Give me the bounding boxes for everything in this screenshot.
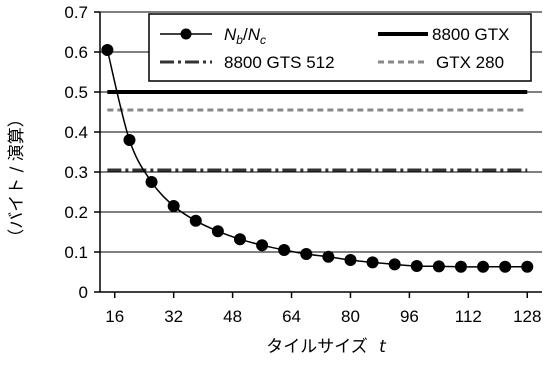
y-tick-label: 0.2 xyxy=(64,203,88,222)
legend-label-8800-gtx: 8800 GTX xyxy=(432,25,510,44)
reference-lines xyxy=(107,90,528,172)
data-point xyxy=(233,233,246,246)
data-point xyxy=(499,260,512,273)
y-tick-label: 0.6 xyxy=(64,43,88,62)
data-point xyxy=(322,250,335,263)
x-tick-label: 112 xyxy=(455,307,482,326)
x-tick-label: 96 xyxy=(400,307,419,326)
x-tick-label: 32 xyxy=(164,307,183,326)
y-axis-title: （バイト / 演算） xyxy=(7,110,27,246)
series-line-nb-nc xyxy=(106,49,528,268)
data-point xyxy=(432,260,445,273)
y-tick-labels: 0 0.1 0.2 0.3 0.4 0.5 0.6 0.7 xyxy=(64,3,88,302)
data-point xyxy=(454,260,467,273)
data-point xyxy=(344,254,357,266)
axes xyxy=(94,11,542,298)
legend-label-8800-gts-512: 8800 GTS 512 xyxy=(224,53,335,72)
y-tick-label: 0.3 xyxy=(64,163,88,182)
data-point xyxy=(256,239,269,252)
data-point xyxy=(211,225,224,238)
x-tick-label: 48 xyxy=(223,307,242,326)
legend-marker-nb-nc xyxy=(180,28,192,40)
data-point xyxy=(410,260,423,272)
data-point xyxy=(300,248,313,260)
y-tick-label: 0.7 xyxy=(64,3,88,22)
x-tick-label: 64 xyxy=(282,307,301,326)
x-axis-title: タイルサイズ t xyxy=(266,337,387,357)
y-tick-label: 0.5 xyxy=(64,83,88,102)
y-tick-label: 0.1 xyxy=(64,243,88,262)
x-tick-label: 16 xyxy=(105,307,124,326)
data-point xyxy=(189,214,202,227)
data-point xyxy=(167,200,180,212)
x-tick-labels: 16 32 48 64 80 96 112 128 xyxy=(105,307,541,326)
data-point xyxy=(477,260,490,273)
legend-box xyxy=(148,13,532,82)
x-tick-label: 128 xyxy=(513,307,541,326)
data-point xyxy=(521,260,534,273)
data-point xyxy=(388,258,401,271)
legend-label-nb-nc: Nb/Nc xyxy=(224,25,266,47)
data-point xyxy=(278,244,291,256)
x-axis-title-text: タイルサイズ xyxy=(266,337,368,357)
legend: Nb/Nc 8800 GTX 8800 GTS 512 GTX 280 xyxy=(148,13,532,82)
plot-series xyxy=(101,44,534,273)
legend-label-gtx-280: GTX 280 xyxy=(436,53,504,72)
data-point xyxy=(123,134,136,146)
data-point xyxy=(101,44,114,56)
data-point xyxy=(145,176,158,188)
data-point xyxy=(366,256,379,269)
x-tick-label: 80 xyxy=(341,307,360,326)
y-tick-label: 0.4 xyxy=(64,123,88,142)
y-tick-label: 0 xyxy=(79,283,88,302)
x-axis-title-var: t xyxy=(379,337,387,357)
